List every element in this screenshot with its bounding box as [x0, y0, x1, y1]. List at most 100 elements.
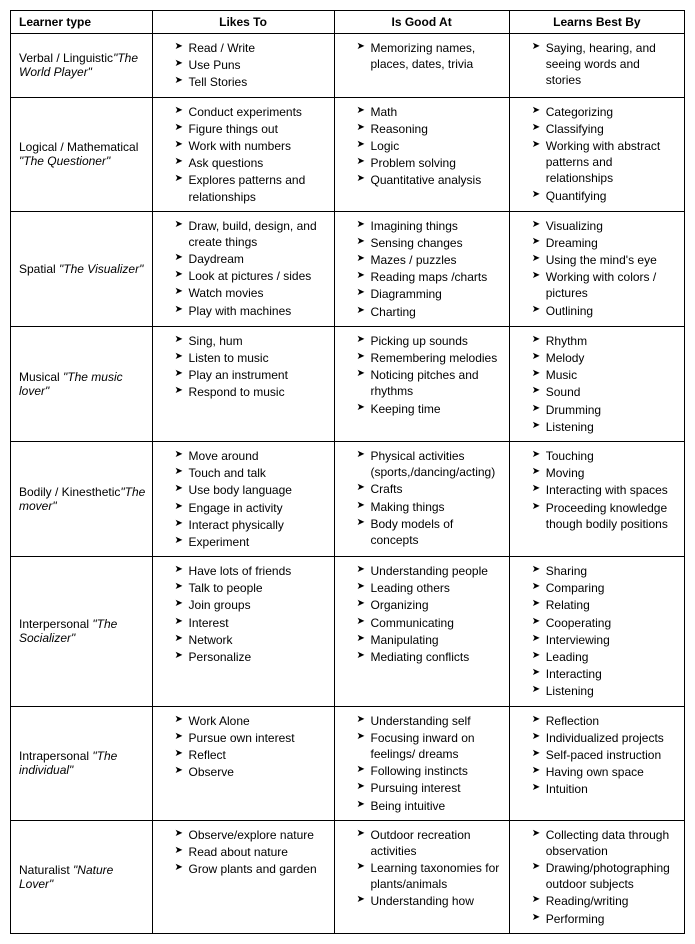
header-learner-type: Learner type — [11, 11, 153, 34]
list-item: Quantitative analysis — [357, 172, 503, 188]
likes-to-cell: Work AlonePursue own interestReflectObse… — [152, 706, 334, 820]
list-item: Play an instrument — [175, 367, 328, 383]
list-item: Interacting — [532, 666, 678, 682]
list-item: Pursue own interest — [175, 730, 328, 746]
good-at-cell: Picking up soundsRemembering melodiesNot… — [334, 326, 509, 441]
list-item: Mediating conflicts — [357, 649, 503, 665]
list-item: Look at pictures / sides — [175, 268, 328, 284]
learns-by-cell: RhythmMelodyMusicSoundDrummingListening — [509, 326, 684, 441]
learner-type-cell: Verbal / Linguistic"The World Player" — [11, 34, 153, 98]
good-at-cell: MathReasoningLogicProblem solvingQuantit… — [334, 97, 509, 211]
bullet-list: ReflectionIndividualized projectsSelf-pa… — [516, 713, 678, 798]
header-good-at: Is Good At — [334, 11, 509, 34]
bullet-list: Have lots of friendsTalk to peopleJoin g… — [159, 563, 328, 665]
bullet-list: Collecting data through observationDrawi… — [516, 827, 678, 927]
list-item: Cooperating — [532, 615, 678, 631]
list-item: Reasoning — [357, 121, 503, 137]
list-item: Engage in activity — [175, 500, 328, 516]
list-item: Leading — [532, 649, 678, 665]
learner-type-nickname: "The Visualizer" — [59, 262, 143, 276]
list-item: Focusing inward on feelings/ dreams — [357, 730, 503, 762]
good-at-cell: Understanding peopleLeading othersOrgani… — [334, 557, 509, 707]
list-item: Proceeding knowledge though bodily posit… — [532, 500, 678, 532]
list-item: Categorizing — [532, 104, 678, 120]
learner-types-table: Learner type Likes To Is Good At Learns … — [10, 10, 685, 934]
list-item: Talk to people — [175, 580, 328, 596]
list-item: Sharing — [532, 563, 678, 579]
table-row: Intrapersonal "The individual"Work Alone… — [11, 706, 685, 820]
list-item: Performing — [532, 911, 678, 927]
list-item: Interest — [175, 615, 328, 631]
list-item: Reading/writing — [532, 893, 678, 909]
list-item: Listening — [532, 683, 678, 699]
table-row: Verbal / Linguistic"The World Player"Rea… — [11, 34, 685, 98]
list-item: Math — [357, 104, 503, 120]
bullet-list: Understanding peopleLeading othersOrgani… — [341, 563, 503, 665]
list-item: Self-paced instruction — [532, 747, 678, 763]
list-item: Read about nature — [175, 844, 328, 860]
list-item: Working with abstract patterns and relat… — [532, 138, 678, 187]
list-item: Sensing changes — [357, 235, 503, 251]
list-item: Figure things out — [175, 121, 328, 137]
list-item: Touch and talk — [175, 465, 328, 481]
list-item: Reading maps /charts — [357, 269, 503, 285]
bullet-list: Draw, build, design, and create thingsDa… — [159, 218, 328, 319]
bullet-list: Understanding selfFocusing inward on fee… — [341, 713, 503, 814]
likes-to-cell: Have lots of friendsTalk to peopleJoin g… — [152, 557, 334, 707]
list-item: Making things — [357, 499, 503, 515]
likes-to-cell: Observe/explore natureRead about natureG… — [152, 820, 334, 933]
list-item: Remembering melodies — [357, 350, 503, 366]
list-item: Comparing — [532, 580, 678, 596]
header-learns-by: Learns Best By — [509, 11, 684, 34]
list-item: Melody — [532, 350, 678, 366]
list-item: Keeping time — [357, 401, 503, 417]
bullet-list: Conduct experimentsFigure things outWork… — [159, 104, 328, 205]
list-item: Drawing/photographing outdoor subjects — [532, 860, 678, 892]
learner-type-main: Interpersonal — [19, 617, 92, 631]
list-item: Organizing — [357, 597, 503, 613]
likes-to-cell: Sing, humListen to musicPlay an instrume… — [152, 326, 334, 441]
bullet-list: Outdoor recreation activitiesLearning ta… — [341, 827, 503, 910]
list-item: Visualizing — [532, 218, 678, 234]
list-item: Diagramming — [357, 286, 503, 302]
list-item: Draw, build, design, and create things — [175, 218, 328, 250]
list-item: Play with machines — [175, 303, 328, 319]
list-item: Drumming — [532, 402, 678, 418]
list-item: Listen to music — [175, 350, 328, 366]
list-item: Music — [532, 367, 678, 383]
list-item: Intuition — [532, 781, 678, 797]
good-at-cell: Physical activities (sports,/dancing/act… — [334, 441, 509, 556]
table-row: Interpersonal "The Socializer"Have lots … — [11, 557, 685, 707]
learner-type-main: Logical / Mathematical — [19, 140, 138, 154]
list-item: Imagining things — [357, 218, 503, 234]
learns-by-cell: Saying, hearing, and seeing words and st… — [509, 34, 684, 98]
bullet-list: Physical activities (sports,/dancing/act… — [341, 448, 503, 548]
list-item: Classifying — [532, 121, 678, 137]
list-item: Outlining — [532, 303, 678, 319]
list-item: Touching — [532, 448, 678, 464]
list-item: Tell Stories — [175, 74, 328, 90]
bullet-list: Picking up soundsRemembering melodiesNot… — [341, 333, 503, 417]
list-item: Pursuing interest — [357, 780, 503, 796]
list-item: Ask questions — [175, 155, 328, 171]
bullet-list: MathReasoningLogicProblem solvingQuantit… — [341, 104, 503, 189]
list-item: Collecting data through observation — [532, 827, 678, 859]
list-item: Network — [175, 632, 328, 648]
list-item: Logic — [357, 138, 503, 154]
learner-type-nickname: "The Questioner" — [19, 154, 110, 168]
list-item: Interviewing — [532, 632, 678, 648]
bullet-list: VisualizingDreamingUsing the mind's eyeW… — [516, 218, 678, 319]
list-item: Having own space — [532, 764, 678, 780]
learns-by-cell: ReflectionIndividualized projectsSelf-pa… — [509, 706, 684, 820]
list-item: Relating — [532, 597, 678, 613]
table-header-row: Learner type Likes To Is Good At Learns … — [11, 11, 685, 34]
list-item: Memorizing names, places, dates, trivia — [357, 40, 503, 72]
learner-type-cell: Naturalist "Nature Lover" — [11, 820, 153, 933]
bullet-list: Memorizing names, places, dates, trivia — [341, 40, 503, 72]
list-item: Communicating — [357, 615, 503, 631]
list-item: Picking up sounds — [357, 333, 503, 349]
list-item: Charting — [357, 304, 503, 320]
list-item: Physical activities (sports,/dancing/act… — [357, 448, 503, 480]
list-item: Interact physically — [175, 517, 328, 533]
list-item: Sing, hum — [175, 333, 328, 349]
